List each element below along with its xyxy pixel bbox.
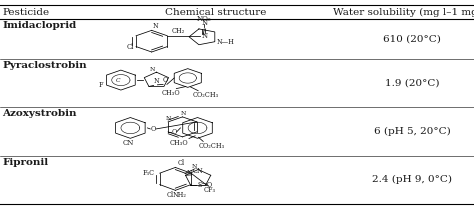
Text: NH₂: NH₂ bbox=[173, 191, 187, 199]
Text: N: N bbox=[192, 164, 197, 169]
Text: F₃C: F₃C bbox=[143, 169, 155, 177]
Text: CO₂CH₃: CO₂CH₃ bbox=[199, 142, 225, 150]
Text: N: N bbox=[186, 170, 192, 175]
Text: CF₃: CF₃ bbox=[204, 186, 216, 194]
Text: N: N bbox=[150, 67, 155, 72]
Text: Imidacloprid: Imidacloprid bbox=[2, 21, 77, 30]
Text: C: C bbox=[116, 78, 121, 83]
Text: CN: CN bbox=[192, 167, 203, 175]
Text: F: F bbox=[99, 81, 103, 89]
Text: 2.4 (pH 9, 0°C): 2.4 (pH 9, 0°C) bbox=[373, 175, 452, 184]
Text: CO₂CH₃: CO₂CH₃ bbox=[193, 91, 219, 99]
Text: NO₂: NO₂ bbox=[197, 15, 211, 23]
Text: Chemical structure: Chemical structure bbox=[165, 8, 266, 17]
Text: 6 (pH 5, 20°C): 6 (pH 5, 20°C) bbox=[374, 127, 451, 136]
Text: O: O bbox=[150, 125, 156, 133]
Text: N: N bbox=[180, 111, 186, 116]
Text: Cl: Cl bbox=[127, 43, 134, 51]
Text: Pyraclostrobin: Pyraclostrobin bbox=[2, 61, 87, 70]
Text: N: N bbox=[201, 19, 207, 27]
Text: Cl: Cl bbox=[177, 159, 184, 167]
Text: CH₃O: CH₃O bbox=[169, 139, 188, 147]
Text: N: N bbox=[154, 77, 159, 85]
Text: 1.9 (20°C): 1.9 (20°C) bbox=[385, 78, 439, 88]
Text: Pesticide: Pesticide bbox=[2, 8, 49, 17]
Text: S=O: S=O bbox=[198, 181, 212, 189]
Text: Fipronil: Fipronil bbox=[2, 158, 48, 167]
Text: N: N bbox=[166, 116, 171, 121]
Text: Azoxystrobin: Azoxystrobin bbox=[2, 109, 77, 118]
Text: N: N bbox=[201, 32, 208, 40]
Text: O: O bbox=[171, 128, 176, 136]
Text: 610 (20°C): 610 (20°C) bbox=[383, 35, 441, 44]
Text: N: N bbox=[153, 22, 158, 30]
Text: O: O bbox=[163, 76, 168, 84]
Text: CH₃O: CH₃O bbox=[161, 89, 180, 97]
Text: CN: CN bbox=[122, 139, 134, 147]
Text: Cl: Cl bbox=[166, 191, 173, 199]
Text: N—H: N—H bbox=[216, 38, 234, 46]
Text: Water solubility (mg l–1 mg/L): Water solubility (mg l–1 mg/L) bbox=[333, 8, 474, 17]
Text: CH₂: CH₂ bbox=[172, 27, 185, 35]
